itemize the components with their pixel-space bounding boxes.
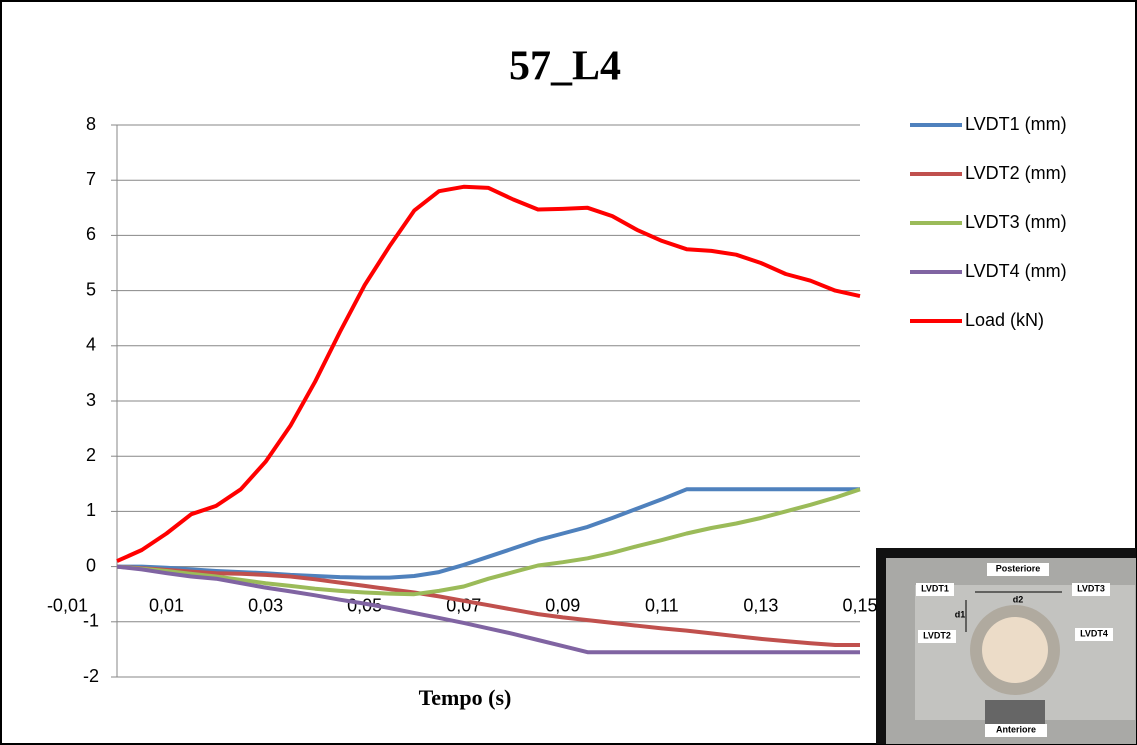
y-tick-label: 8 [86, 114, 96, 134]
inset-label: Anteriore [996, 724, 1036, 734]
x-tick-label: 0,15 [842, 595, 877, 615]
inset-label: d2 [1013, 594, 1024, 604]
series-line [116, 184, 861, 563]
series-line [116, 487, 861, 597]
chart-title: 57_L4 [509, 44, 621, 90]
inset-label: LVDT2 [923, 630, 951, 640]
x-tick-label: -0,01 [47, 595, 88, 615]
inset-label: Posteriore [996, 563, 1041, 573]
y-tick-label: 2 [86, 445, 96, 465]
inset-tag [916, 583, 954, 596]
legend-label: LVDT1 (mm) [965, 114, 1067, 134]
inset-label: LVDT1 [921, 583, 949, 593]
y-tick-label: 3 [86, 390, 96, 410]
inset-tag [1075, 628, 1113, 641]
y-tick-label: 4 [86, 335, 96, 355]
y-tick-label: 7 [86, 169, 96, 189]
x-axis-label: Tempo (s) [419, 685, 512, 710]
series-line [116, 564, 860, 647]
series-line [116, 564, 860, 655]
legend-label: Load (kN) [965, 310, 1044, 330]
x-tick-label: 0,11 [645, 595, 679, 615]
inset-tag [987, 563, 1049, 576]
legend-label: LVDT4 (mm) [965, 261, 1067, 281]
x-tick-label: 0,01 [149, 595, 184, 615]
y-tick-label: -2 [83, 666, 99, 686]
y-tick-label: 6 [86, 224, 96, 244]
inset-tag [918, 630, 956, 643]
inset-label: LVDT4 [1080, 628, 1108, 638]
inset-label: LVDT3 [1077, 583, 1105, 593]
inset-cup [982, 617, 1048, 683]
y-tick-label: 5 [86, 279, 96, 299]
inset-tag [1072, 583, 1110, 596]
legend-label: LVDT3 (mm) [965, 212, 1067, 232]
x-tick-label: 0,09 [545, 595, 580, 615]
inset-tag [985, 724, 1047, 737]
x-tick-label: 0,13 [743, 595, 778, 615]
x-tick-label: 0,03 [248, 595, 283, 615]
inset-label: d1 [955, 609, 966, 619]
y-tick-label: 0 [86, 555, 96, 575]
legend-label: LVDT2 (mm) [965, 163, 1067, 183]
y-tick-label: 1 [86, 500, 96, 520]
y-tick-label: -1 [83, 611, 99, 631]
